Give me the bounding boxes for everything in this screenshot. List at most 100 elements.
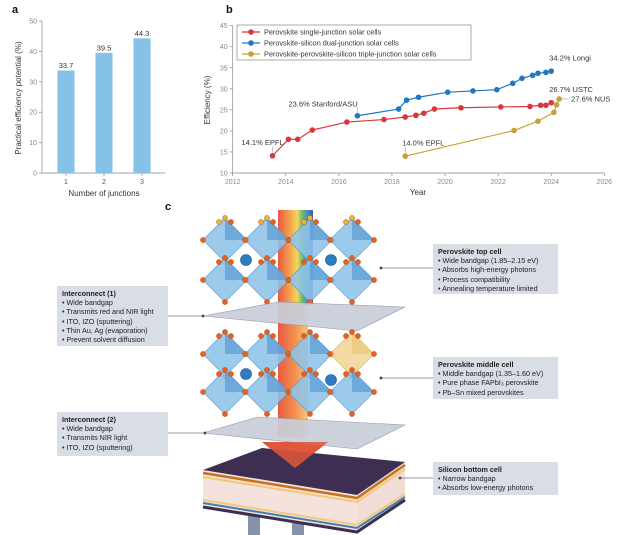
octahedron-face [352, 332, 374, 354]
atom [329, 351, 335, 357]
atom [258, 333, 264, 339]
light-beam-lower [278, 305, 308, 437]
octahedron-face [267, 218, 289, 240]
light-beam-tip [262, 442, 328, 468]
octahedron [287, 369, 333, 415]
atom [200, 351, 206, 357]
x-tick-label: 2024 [543, 179, 559, 186]
octahedron-face [352, 218, 374, 240]
data-point [444, 89, 451, 95]
bottom-cell-box: Silicon bottom cell Narrow bandgap Absor… [433, 462, 558, 495]
atom [349, 255, 355, 261]
atom [270, 219, 276, 225]
data-point [543, 69, 549, 76]
atom [329, 237, 335, 243]
data-point [519, 75, 525, 82]
data-point [402, 114, 409, 120]
atom [285, 389, 291, 395]
legend-label: Perovskite-perovskite-silicon triple-jun… [264, 50, 437, 59]
data-point [535, 118, 541, 125]
atom [313, 259, 319, 265]
atom [285, 237, 291, 243]
annotation-label: 27.6% NUS [571, 94, 610, 103]
x-axis-label: Number of junctions [68, 189, 139, 198]
octahedron [329, 257, 375, 303]
data-point [269, 152, 276, 159]
atom [301, 259, 307, 265]
y-tick-label: 20 [29, 110, 37, 117]
x-tick-label: 3 [140, 179, 144, 186]
atom [371, 277, 377, 283]
atom [307, 373, 313, 379]
atom [244, 277, 250, 283]
atom [349, 215, 355, 221]
legend-marker [248, 51, 254, 57]
bullet: Pb–Sn mixed perovskites [438, 388, 553, 397]
atom [242, 389, 248, 395]
atom [270, 333, 276, 339]
x-tick-label: 2012 [225, 179, 241, 186]
y-tick-label: 30 [29, 79, 37, 86]
atom [222, 411, 228, 417]
legend-marker [248, 40, 254, 46]
atom [216, 259, 222, 265]
data-point [551, 109, 557, 116]
atom [222, 299, 228, 305]
octahedron-face [310, 332, 332, 354]
atom [244, 351, 250, 357]
octahedron-face [225, 258, 247, 280]
x-tick-label: 2 [102, 179, 106, 186]
atom [343, 333, 349, 339]
atom [216, 371, 222, 377]
atom [244, 237, 250, 243]
atom [222, 329, 228, 335]
atom [343, 371, 349, 377]
bar [57, 70, 75, 173]
data-point [548, 99, 555, 106]
panel-label-b: b [226, 4, 233, 16]
x-tick-label: 2014 [278, 179, 294, 186]
octahedron-face [267, 258, 289, 280]
bullet: Process compatibility [438, 275, 553, 284]
atom [258, 219, 264, 225]
atom [349, 367, 355, 373]
interconnect-2-plate [202, 416, 407, 450]
data-point [494, 86, 500, 93]
octahedron [287, 217, 333, 263]
annotation-label: 34.2% Longi [549, 54, 591, 63]
atom [222, 367, 228, 373]
x-tick-label: 2018 [384, 179, 400, 186]
atom [343, 219, 349, 225]
bullet: Transmits NIR light [62, 433, 163, 442]
data-point [395, 106, 402, 112]
atom [349, 373, 355, 379]
legend-label: Perovskite single-junction solar cells [264, 28, 382, 37]
atom [286, 351, 292, 357]
atom [285, 351, 291, 357]
data-point [511, 127, 517, 134]
atom [327, 277, 333, 283]
data-point [543, 102, 549, 109]
octahedron [287, 257, 333, 303]
bullet: Wide bandgap [62, 298, 163, 307]
atom [313, 333, 319, 339]
data-label: 44.3 [135, 29, 150, 38]
atom [301, 371, 307, 377]
atom [371, 351, 377, 357]
octahedron [244, 257, 290, 303]
data-point [344, 119, 350, 125]
interconnect-1-plate [202, 301, 406, 332]
octahedron [202, 257, 248, 303]
atom [222, 215, 228, 221]
x-tick-label: 2026 [597, 179, 613, 186]
box-title: Perovskite top cell [438, 247, 502, 256]
data-point [527, 103, 533, 110]
octahedron-face [225, 218, 247, 240]
atom [349, 299, 355, 305]
atom [242, 277, 248, 283]
interconnect-1-box: Interconnect (1) Wide bandgap Transmits … [57, 286, 168, 346]
octahedron-face [267, 370, 289, 392]
data-point [421, 110, 427, 117]
atom [264, 329, 270, 335]
atom [242, 237, 248, 243]
